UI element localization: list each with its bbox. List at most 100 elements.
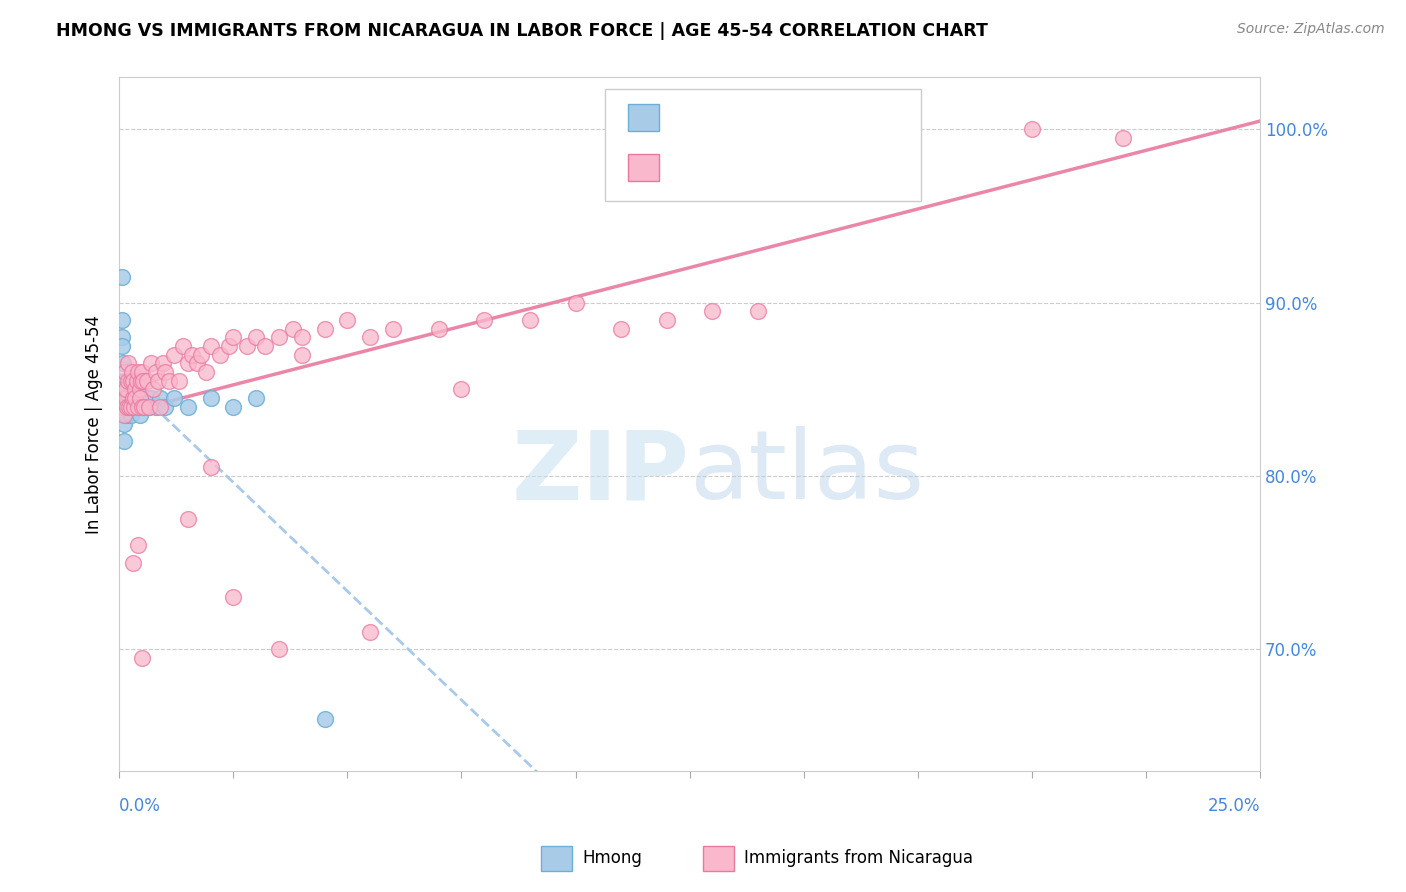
- Point: [120, 409, 142, 423]
- Point: [245, 330, 267, 344]
- Point: [336, 313, 359, 327]
- Point: [115, 383, 138, 397]
- Point: [127, 400, 149, 414]
- Point: [472, 313, 495, 327]
- Point: [159, 374, 181, 388]
- Point: [112, 434, 135, 449]
- Point: [145, 400, 167, 414]
- Point: [153, 365, 176, 379]
- Point: [519, 313, 541, 327]
- Point: [134, 400, 156, 414]
- Point: [110, 400, 132, 414]
- Point: [222, 330, 245, 344]
- Point: [167, 374, 190, 388]
- Point: [135, 374, 157, 388]
- Point: [114, 365, 136, 379]
- Point: [146, 374, 169, 388]
- Point: [125, 391, 148, 405]
- Point: [124, 383, 146, 397]
- Point: [194, 365, 217, 379]
- Point: [145, 365, 167, 379]
- Point: [793, 131, 815, 145]
- Point: [186, 356, 208, 370]
- Point: [177, 512, 200, 526]
- Point: [281, 322, 304, 336]
- Point: [127, 400, 149, 414]
- Point: [291, 348, 314, 362]
- Point: [122, 391, 145, 405]
- Y-axis label: In Labor Force | Age 45-54: In Labor Force | Age 45-54: [86, 315, 103, 533]
- Point: [655, 313, 678, 327]
- Point: [610, 322, 633, 336]
- Point: [427, 322, 450, 336]
- Text: N = 82: N = 82: [793, 156, 860, 174]
- Point: [112, 383, 135, 397]
- Text: R = 0.058: R = 0.058: [671, 107, 769, 125]
- Point: [450, 383, 472, 397]
- Point: [181, 348, 204, 362]
- Point: [131, 391, 153, 405]
- Point: [112, 417, 135, 431]
- Point: [111, 356, 134, 370]
- Point: [117, 391, 139, 405]
- Text: Hmong: Hmong: [582, 849, 643, 867]
- Point: [118, 400, 141, 414]
- Point: [125, 374, 148, 388]
- Point: [121, 383, 143, 397]
- Text: R = 0.364: R = 0.364: [671, 156, 769, 174]
- Point: [163, 348, 186, 362]
- Point: [122, 556, 145, 570]
- Point: [254, 339, 277, 353]
- Point: [359, 330, 381, 344]
- Point: [177, 356, 200, 370]
- Point: [128, 409, 150, 423]
- Point: [222, 591, 245, 605]
- Point: [245, 391, 267, 405]
- Point: [141, 391, 163, 405]
- Point: [112, 400, 135, 414]
- Point: [118, 400, 141, 414]
- Point: [200, 460, 222, 475]
- Text: Source: ZipAtlas.com: Source: ZipAtlas.com: [1237, 22, 1385, 37]
- Point: [747, 304, 769, 318]
- Point: [200, 391, 222, 405]
- Point: [122, 400, 145, 414]
- Point: [131, 651, 153, 665]
- Point: [127, 365, 149, 379]
- Point: [120, 374, 142, 388]
- Point: [134, 400, 156, 414]
- Point: [112, 409, 135, 423]
- Point: [142, 383, 165, 397]
- Point: [124, 391, 146, 405]
- Point: [115, 391, 138, 405]
- Point: [114, 374, 136, 388]
- Point: [1021, 122, 1043, 136]
- Point: [190, 348, 212, 362]
- Point: [564, 295, 586, 310]
- Text: 25.0%: 25.0%: [1208, 797, 1260, 814]
- Text: N = 38: N = 38: [793, 107, 860, 125]
- Point: [138, 400, 160, 414]
- Point: [883, 122, 905, 136]
- Point: [111, 330, 134, 344]
- Point: [163, 391, 186, 405]
- Point: [382, 322, 405, 336]
- Point: [267, 330, 290, 344]
- Point: [131, 365, 153, 379]
- Point: [110, 269, 132, 284]
- Point: [111, 391, 134, 405]
- Point: [218, 339, 240, 353]
- Point: [115, 400, 138, 414]
- Point: [153, 400, 176, 414]
- Point: [110, 313, 132, 327]
- Point: [128, 383, 150, 397]
- Point: [200, 339, 222, 353]
- Point: [132, 374, 155, 388]
- Point: [314, 322, 336, 336]
- Point: [115, 409, 138, 423]
- Text: Immigrants from Nicaragua: Immigrants from Nicaragua: [744, 849, 973, 867]
- Text: atlas: atlas: [689, 426, 925, 519]
- Point: [124, 400, 146, 414]
- Text: 0.0%: 0.0%: [120, 797, 162, 814]
- Point: [131, 400, 153, 414]
